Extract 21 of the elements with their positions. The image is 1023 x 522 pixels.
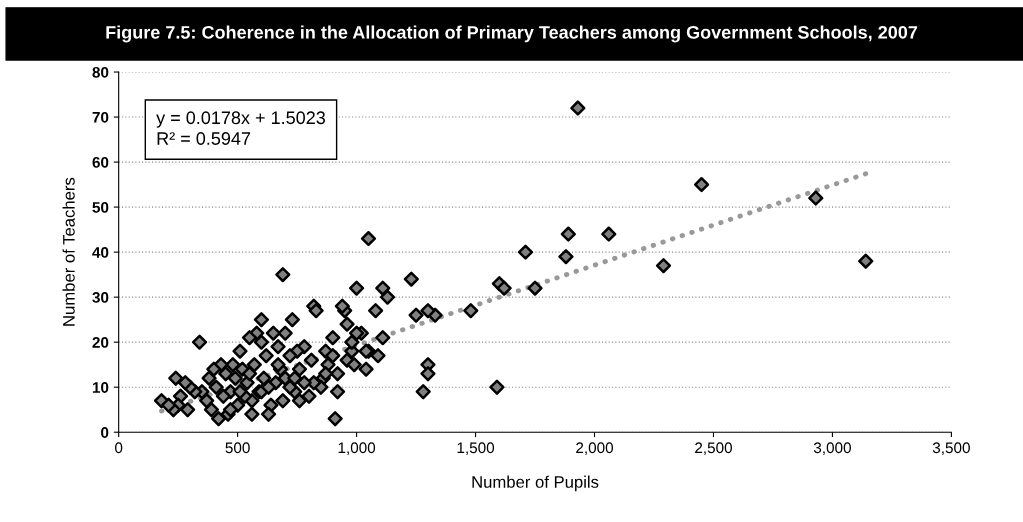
x-tick-label: 0 <box>115 442 123 454</box>
y-tick-label: 30 <box>92 292 109 303</box>
annotation: y = 0.0178x + 1.5023 R² = 0.5947 <box>156 111 326 145</box>
y-tick-label: 60 <box>92 156 109 168</box>
y-tick-label: 10 <box>92 382 109 393</box>
y-tick-label: 40 <box>92 246 109 258</box>
x-tick-label: 2,000 <box>576 442 614 455</box>
y-tick-label: 20 <box>92 337 109 348</box>
x-tick-label: 1,000 <box>338 442 376 455</box>
x-tick-label: 500 <box>225 442 250 454</box>
x-tick-label: 3,000 <box>813 442 851 455</box>
chart-title: Figure 7.5: Coherence in the Allocation of Primary Teachers among Government Schools, 2007 <box>106 25 918 43</box>
x-tick-label: 3,500 <box>932 442 970 455</box>
y-tick-label: 80 <box>92 66 109 78</box>
y-axis-title: Number of Teachers <box>62 177 75 326</box>
x-tick-label: 1,500 <box>457 442 495 455</box>
y-tick-label: 0 <box>101 427 109 438</box>
y-tick-label: 70 <box>92 111 109 123</box>
y-tick-label: 50 <box>92 201 109 213</box>
x-tick-label: 2,500 <box>695 442 732 455</box>
x-axis-title: Number of Pupils <box>472 475 599 492</box>
